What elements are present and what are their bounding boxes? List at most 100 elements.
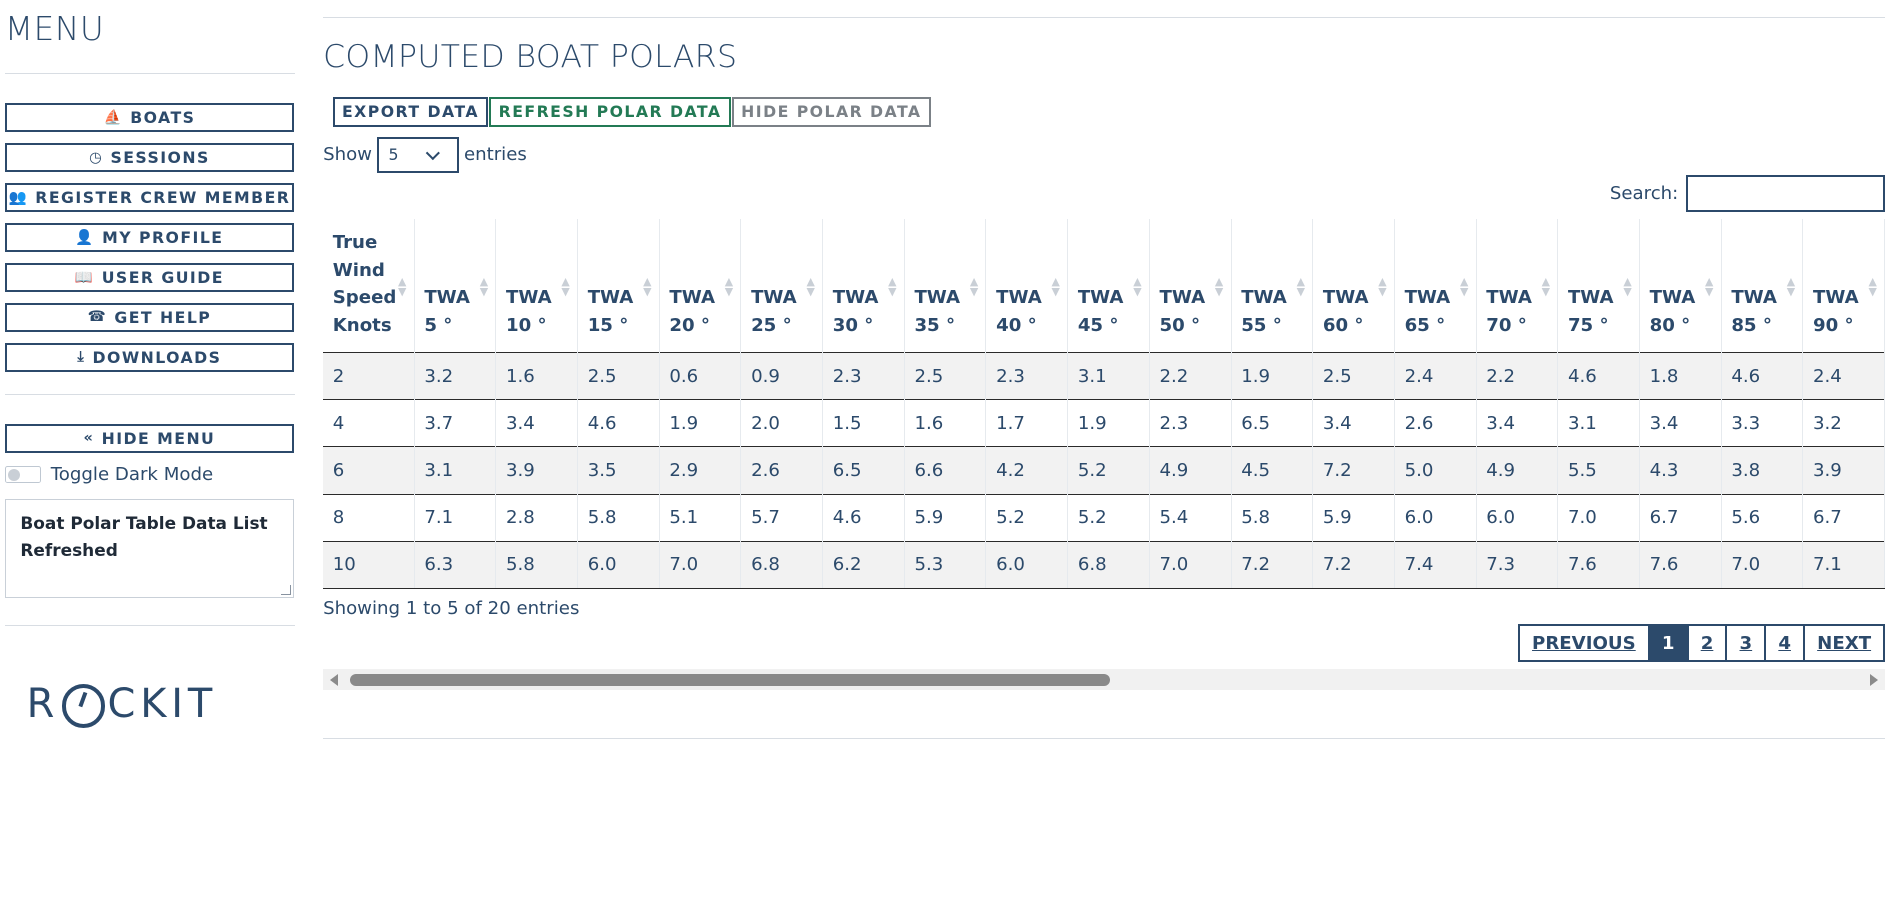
export-data-button[interactable]: EXPORT DATA bbox=[332, 96, 489, 128]
boat-speed-cell: 7.6 bbox=[1557, 540, 1640, 590]
boat-speed-cell: 4.6 bbox=[822, 493, 905, 542]
search-input[interactable] bbox=[1685, 175, 1886, 212]
boat-speed-cell: 6.0 bbox=[1394, 493, 1477, 542]
users-icon: 👥 bbox=[8, 190, 29, 207]
boat-speed-cell: 5.8 bbox=[495, 540, 579, 590]
status-message-box[interactable]: Boat Polar Table Data List Refreshed bbox=[4, 499, 295, 599]
column-header-twa[interactable]: TWA 30 ° ▲ ▼ bbox=[822, 219, 905, 353]
boat-speed-cell: 3.1 bbox=[1067, 352, 1150, 400]
nav-button-boats[interactable]: ⛵ BOATS bbox=[4, 103, 295, 133]
column-header-twa[interactable]: TWA 65 ° ▲ ▼ bbox=[1394, 219, 1477, 353]
nav-button-sessions[interactable]: ◷ SESSIONS bbox=[4, 143, 295, 173]
scrollbar-thumb[interactable] bbox=[349, 673, 1110, 687]
boat-speed-cell: 5.1 bbox=[659, 493, 742, 542]
download-icon: ⤓ bbox=[77, 349, 86, 366]
boat-speed-cell: 2.0 bbox=[740, 399, 824, 447]
column-header-angle: 55 ° bbox=[1241, 315, 1282, 337]
column-header-angle: 90 ° bbox=[1813, 315, 1854, 337]
boat-speed-cell: 5.9 bbox=[1312, 493, 1395, 542]
boat-speed-cell: 6.0 bbox=[985, 540, 1069, 590]
nav-button-register-crew-member[interactable]: 👥 REGISTER CREW MEMBER bbox=[4, 183, 295, 213]
table-body: 2 3.2 1.6 2.5 0.6 0.9 2.3 2.5 2.3 3.1 2.2 1.9 2.5 2.4… bbox=[323, 352, 1886, 590]
column-header-twa[interactable]: TWA 60 ° ▲ ▼ bbox=[1312, 219, 1395, 353]
boat-speed-cell: 4.6 bbox=[577, 399, 660, 447]
clock-icon: ◷ bbox=[89, 149, 104, 166]
search-control: Search: bbox=[1609, 175, 1886, 212]
boat-speed-cell: 7.3 bbox=[1476, 540, 1559, 590]
book-icon: 📖 bbox=[74, 269, 95, 286]
column-header-twa[interactable]: TWA 25 ° ▲ ▼ bbox=[740, 219, 824, 353]
tws-cell: 4 bbox=[323, 399, 415, 447]
sort-icon: ▲ ▼ bbox=[1296, 275, 1305, 298]
column-header-prefix: TWA bbox=[914, 287, 961, 309]
column-header-twa[interactable]: TWA 85 ° ▲ ▼ bbox=[1721, 219, 1804, 353]
sort-icon: ▲ ▼ bbox=[806, 275, 815, 298]
sort-icon: ▲ ▼ bbox=[561, 275, 570, 298]
refresh-polar-data-button[interactable]: REFRESH POLAR DATA bbox=[489, 96, 731, 128]
scroll-left-arrow-icon[interactable] bbox=[330, 673, 339, 686]
column-header-twa[interactable]: TWA 75 ° ▲ ▼ bbox=[1557, 219, 1640, 353]
nav-button-downloads[interactable]: ⤓ DOWNLOADS bbox=[4, 342, 295, 372]
boat-speed-cell: 7.0 bbox=[659, 540, 742, 590]
column-header-twa[interactable]: TWA 20 ° ▲ ▼ bbox=[659, 219, 742, 353]
search-label: Search: bbox=[1609, 183, 1679, 205]
page-button-4[interactable]: 4 bbox=[1766, 626, 1806, 661]
nav-list: ⛵ BOATS ◷ SESSIONS 👥 REGISTER CREW MEMBER 👤 MY … bbox=[4, 103, 295, 372]
double-chevron-left-icon: « bbox=[83, 430, 95, 447]
boat-speed-cell: 4.9 bbox=[1476, 446, 1559, 495]
horizontal-scrollbar[interactable] bbox=[323, 669, 1886, 690]
boat-speed-cell: 2.5 bbox=[577, 352, 660, 400]
column-header-angle: 10 ° bbox=[506, 315, 547, 337]
column-header-twa[interactable]: TWA 80 ° ▲ ▼ bbox=[1639, 219, 1722, 353]
boat-speed-cell: 4.6 bbox=[1557, 352, 1640, 400]
divider bbox=[323, 738, 1886, 740]
page-button-1[interactable]: 1 bbox=[1649, 626, 1689, 661]
dark-mode-label: Toggle Dark Mode bbox=[50, 463, 214, 485]
divider bbox=[4, 625, 296, 627]
column-header-twa[interactable]: TWA 50 ° ▲ ▼ bbox=[1149, 219, 1232, 353]
column-header-prefix: TWA bbox=[1486, 287, 1532, 309]
boat-speed-cell: 3.4 bbox=[1639, 399, 1722, 447]
divider bbox=[323, 16, 1886, 19]
boat-speed-cell: 6.6 bbox=[904, 446, 987, 495]
page-button-3[interactable]: 3 bbox=[1727, 626, 1767, 661]
sailboat-icon: ⛵ bbox=[103, 110, 123, 127]
sidebar: MENU ⛵ BOATS ◷ SESSIONS 👥 REGISTER CREW MEMBE… bbox=[4, 0, 296, 753]
dark-mode-toggle[interactable] bbox=[4, 465, 42, 483]
resize-handle-icon[interactable] bbox=[280, 585, 291, 596]
boat-speed-cell: 6.8 bbox=[1067, 540, 1150, 590]
next-page-button[interactable]: NEXT bbox=[1817, 632, 1872, 654]
nav-button-get-help[interactable]: ☎ GET HELP bbox=[4, 302, 295, 332]
hide-menu-button[interactable]: « HIDE MENU bbox=[4, 423, 295, 453]
polar-table-wrapper: True Wind Speed Knots ▲ ▼ TWA 5 ° ▲ ▼ TWA 10 ° ▲ ▼… bbox=[323, 219, 1886, 590]
column-header-twa[interactable]: TWA 5 ° ▲ ▼ bbox=[414, 219, 497, 353]
chevron-down-icon bbox=[426, 145, 440, 160]
boat-speed-cell: 7.2 bbox=[1231, 540, 1314, 590]
column-header-tws[interactable]: True Wind Speed Knots ▲ ▼ bbox=[323, 219, 415, 353]
column-header-twa[interactable]: TWA 55 ° ▲ ▼ bbox=[1231, 219, 1314, 353]
boat-speed-cell: 5.2 bbox=[1067, 446, 1150, 495]
column-header-prefix: TWA bbox=[506, 287, 552, 309]
page-button-2[interactable]: 2 bbox=[1689, 626, 1728, 661]
column-header-twa[interactable]: TWA 35 ° ▲ ▼ bbox=[904, 219, 987, 353]
column-header-twa[interactable]: TWA 90 ° ▲ ▼ bbox=[1802, 219, 1886, 353]
column-header-twa[interactable]: TWA 70 ° ▲ ▼ bbox=[1476, 219, 1559, 353]
nav-button-label: GET HELP bbox=[114, 307, 212, 327]
boat-speed-cell: 6.7 bbox=[1639, 493, 1722, 542]
entries-select[interactable]: 5 bbox=[376, 136, 460, 174]
column-header-twa[interactable]: TWA 10 ° ▲ ▼ bbox=[495, 219, 579, 353]
boat-speed-cell: 1.5 bbox=[822, 399, 905, 447]
scroll-right-arrow-icon[interactable] bbox=[1869, 673, 1878, 686]
boat-speed-cell: 3.4 bbox=[1476, 399, 1559, 447]
boat-speed-cell: 5.2 bbox=[1067, 493, 1150, 542]
column-header-twa[interactable]: TWA 40 ° ▲ ▼ bbox=[985, 219, 1069, 353]
nav-button-my-profile[interactable]: 👤 MY PROFILE bbox=[4, 223, 295, 253]
sort-icon: ▲ ▼ bbox=[1378, 275, 1387, 298]
hide-polar-data-button[interactable]: HIDE POLAR DATA bbox=[731, 96, 931, 128]
boat-speed-cell: 7.0 bbox=[1557, 493, 1640, 542]
previous-page-button[interactable]: PREVIOUS bbox=[1520, 626, 1650, 661]
sort-icon: ▲ ▼ bbox=[1623, 275, 1632, 298]
column-header-twa[interactable]: TWA 15 ° ▲ ▼ bbox=[577, 219, 660, 353]
column-header-twa[interactable]: TWA 45 ° ▲ ▼ bbox=[1067, 219, 1150, 353]
nav-button-user-guide[interactable]: 📖 USER GUIDE bbox=[4, 262, 295, 292]
